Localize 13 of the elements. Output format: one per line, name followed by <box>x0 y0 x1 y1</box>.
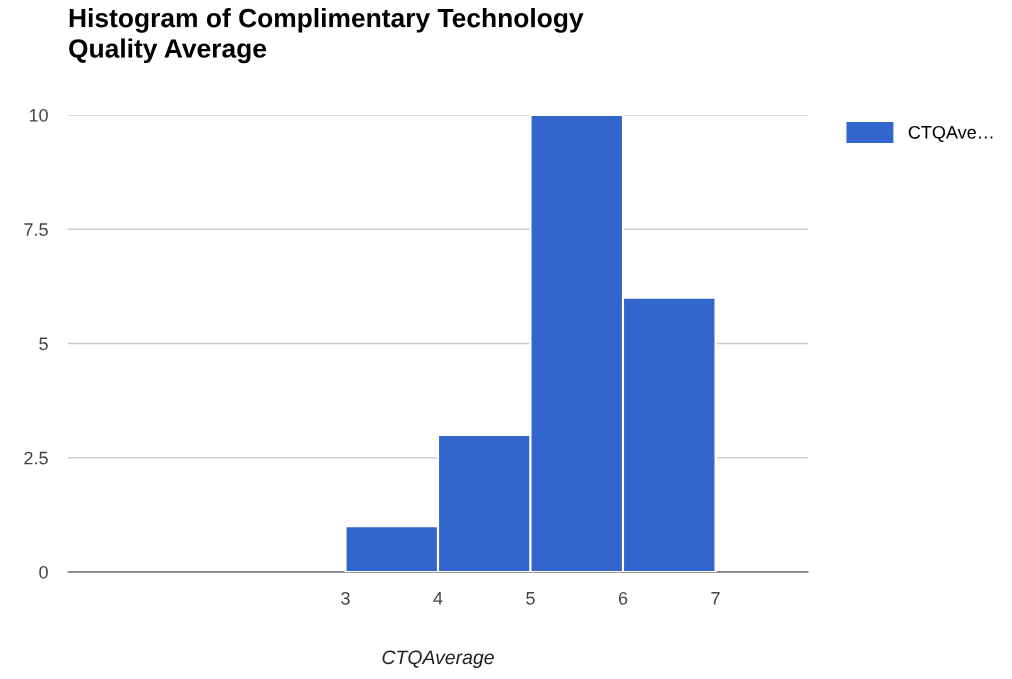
x-tick-label: 6 <box>618 591 628 605</box>
y-tick-label: 2.5 <box>24 451 48 465</box>
y-tick-label: 7.5 <box>24 223 48 236</box>
x-tick-label: 4 <box>433 592 443 605</box>
x-tick-label: 3 <box>341 591 350 605</box>
x-tick-label: 7 <box>711 592 720 605</box>
x-tick-label: 5 <box>526 592 535 605</box>
x-axis-title: CTQAverage <box>382 650 494 669</box>
y-tick-label: 10 <box>29 108 48 122</box>
y-tick-label: 5 <box>39 337 48 351</box>
legend-label: CTQAve… <box>908 125 993 142</box>
chart-title: Histogram of Complimentary Technology Quality Average <box>69 8 584 64</box>
y-tick-label: 0 <box>39 565 48 579</box>
